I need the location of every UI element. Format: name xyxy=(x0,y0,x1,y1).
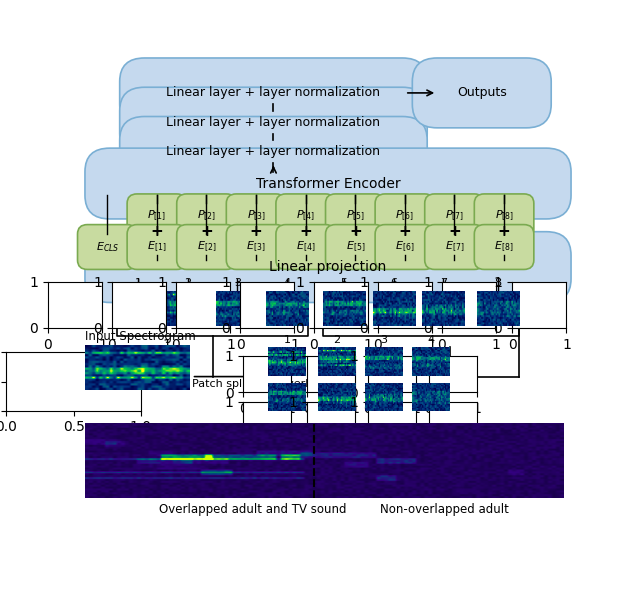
FancyBboxPatch shape xyxy=(375,224,435,270)
Text: Linear layer + layer normalization: Linear layer + layer normalization xyxy=(166,116,380,129)
FancyBboxPatch shape xyxy=(425,224,484,270)
Text: Linear layer + layer normalization: Linear layer + layer normalization xyxy=(166,86,380,99)
Text: 2: 2 xyxy=(184,278,191,288)
Text: 6: 6 xyxy=(333,370,340,380)
Text: +: + xyxy=(399,224,412,239)
Text: +: + xyxy=(498,224,511,239)
FancyBboxPatch shape xyxy=(127,224,187,270)
Text: 5: 5 xyxy=(284,370,291,380)
FancyBboxPatch shape xyxy=(120,116,428,186)
Text: Non-overlapped adult: Non-overlapped adult xyxy=(380,503,508,516)
Text: 4: 4 xyxy=(428,335,435,345)
Text: $P_{[3]}$: $P_{[3]}$ xyxy=(246,209,266,223)
Text: 6: 6 xyxy=(390,278,397,288)
Text: 3: 3 xyxy=(234,278,241,288)
Text: $P_{[4]}$: $P_{[4]}$ xyxy=(296,209,316,223)
Text: $E_{[8]}$: $E_{[8]}$ xyxy=(494,240,514,254)
FancyBboxPatch shape xyxy=(474,224,534,270)
FancyBboxPatch shape xyxy=(177,194,236,238)
Text: $E_{[6]}$: $E_{[6]}$ xyxy=(395,240,415,254)
Text: +: + xyxy=(300,224,312,239)
Text: Overlapped adult and TV sound: Overlapped adult and TV sound xyxy=(159,503,346,516)
Text: Linear projection: Linear projection xyxy=(269,260,387,274)
Text: 3: 3 xyxy=(380,335,387,345)
FancyBboxPatch shape xyxy=(177,224,236,270)
FancyBboxPatch shape xyxy=(276,194,335,238)
Text: +: + xyxy=(200,224,213,239)
Text: 8: 8 xyxy=(494,278,502,288)
Text: Input Spectrogram: Input Spectrogram xyxy=(85,330,196,343)
FancyBboxPatch shape xyxy=(227,194,286,238)
Text: $P_{[8]}$: $P_{[8]}$ xyxy=(495,209,514,223)
Text: Outputs: Outputs xyxy=(457,86,507,99)
Text: $E_{[7]}$: $E_{[7]}$ xyxy=(445,240,464,254)
FancyBboxPatch shape xyxy=(326,224,385,270)
Text: +: + xyxy=(349,224,362,239)
Text: 1: 1 xyxy=(284,335,291,345)
FancyBboxPatch shape xyxy=(474,194,534,238)
Text: Patch split with overlap: Patch split with overlap xyxy=(191,379,322,389)
FancyBboxPatch shape xyxy=(425,194,484,238)
FancyBboxPatch shape xyxy=(227,224,286,270)
Text: $P_{[7]}$: $P_{[7]}$ xyxy=(445,209,464,223)
FancyBboxPatch shape xyxy=(77,224,137,270)
Text: 7: 7 xyxy=(380,370,387,380)
Text: $P_{[5]}$: $P_{[5]}$ xyxy=(346,209,365,223)
Text: $E_{[5]}$: $E_{[5]}$ xyxy=(346,240,365,254)
Text: 7: 7 xyxy=(440,278,447,288)
Text: 2: 2 xyxy=(333,335,340,345)
Text: Transformer Encoder: Transformer Encoder xyxy=(256,177,400,191)
Text: 8: 8 xyxy=(428,370,435,380)
FancyBboxPatch shape xyxy=(85,232,571,302)
Text: +: + xyxy=(250,224,262,239)
FancyBboxPatch shape xyxy=(412,58,551,128)
FancyBboxPatch shape xyxy=(375,194,435,238)
Text: $E_{[3]}$: $E_{[3]}$ xyxy=(246,240,266,254)
Text: $E_{[4]}$: $E_{[4]}$ xyxy=(296,240,316,254)
Text: 1: 1 xyxy=(135,278,142,288)
Text: $E_{CLS}$: $E_{CLS}$ xyxy=(95,240,119,254)
Text: +: + xyxy=(448,224,461,239)
FancyBboxPatch shape xyxy=(127,194,187,238)
Text: $P_{[6]}$: $P_{[6]}$ xyxy=(396,209,415,223)
Text: $P_{[1]}$: $P_{[1]}$ xyxy=(147,209,166,223)
Text: $P_{[2]}$: $P_{[2]}$ xyxy=(197,209,216,223)
FancyBboxPatch shape xyxy=(120,87,428,157)
Text: 5: 5 xyxy=(340,278,348,288)
FancyBboxPatch shape xyxy=(85,148,571,219)
FancyBboxPatch shape xyxy=(120,58,428,128)
Text: $E_{[1]}$: $E_{[1]}$ xyxy=(147,240,166,254)
Text: $E_{[2]}$: $E_{[2]}$ xyxy=(196,240,216,254)
Text: Linear layer + layer normalization: Linear layer + layer normalization xyxy=(166,145,380,158)
Text: 4: 4 xyxy=(284,278,291,288)
FancyBboxPatch shape xyxy=(326,194,385,238)
Text: +: + xyxy=(150,224,163,239)
FancyBboxPatch shape xyxy=(276,224,335,270)
